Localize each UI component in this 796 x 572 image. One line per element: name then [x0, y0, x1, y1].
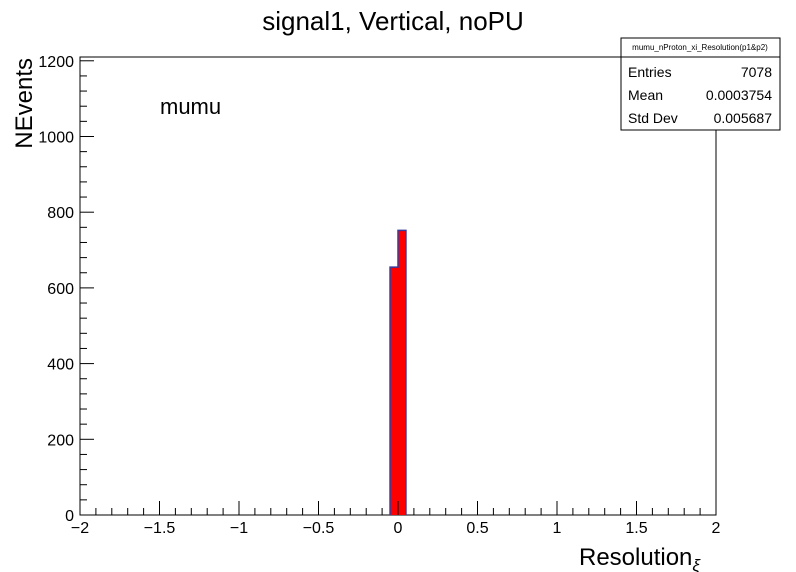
- x-tick-label: −2: [71, 520, 89, 537]
- x-tick-label: −1.5: [144, 520, 176, 537]
- x-tick-label: 2: [712, 520, 721, 537]
- x-tick-label: 0.5: [466, 520, 488, 537]
- y-tick-label: 400: [47, 357, 74, 374]
- y-tick-label: 800: [47, 205, 74, 222]
- stats-stddev-value: 0.005687: [714, 110, 773, 126]
- chart-title: signal1, Vertical, noPU: [262, 6, 524, 36]
- stats-title: mumu_nProton_xi_Resolution(p1&p2): [632, 43, 768, 52]
- x-tick-label: −0.5: [303, 520, 335, 537]
- x-axis-ticks: −2 −1.5 −1 −0.5 0 0.5 1 1.5 2: [71, 501, 721, 537]
- stats-mean-value: 0.0003754: [706, 87, 772, 103]
- x-tick-label: 1: [553, 520, 562, 537]
- y-axis-title: NEvents: [11, 58, 38, 149]
- y-axis-ticks: 0 200 400 600 800 1000 1200: [38, 54, 94, 525]
- stats-box-frame: [620, 37, 781, 131]
- y-tick-label: 600: [47, 281, 74, 298]
- histogram-outline: [389, 229, 407, 515]
- y-tick-label: 200: [47, 432, 74, 449]
- stats-box: mumu_nProton_xi_Resolution(p1&p2) Entrie…: [620, 37, 781, 131]
- x-tick-label: −1: [230, 520, 248, 537]
- stats-entries-value: 7078: [741, 64, 772, 80]
- annotation-label: mumu: [160, 94, 221, 119]
- histogram-bar-0: [390, 267, 398, 515]
- stats-stddev-label: Std Dev: [628, 110, 678, 126]
- stats-entries-label: Entries: [628, 64, 672, 80]
- histogram-bars: [389, 229, 407, 515]
- y-tick-label: 1000: [38, 129, 74, 146]
- stats-mean-label: Mean: [628, 87, 663, 103]
- x-tick-label: 1.5: [625, 520, 647, 537]
- x-tick-label: 0: [394, 520, 403, 537]
- x-axis-title-subscript: ξ: [692, 556, 701, 572]
- x-axis-title: Resolutionξ: [579, 544, 701, 572]
- histogram-bar-1: [398, 230, 406, 515]
- x-axis-title-main: Resolution: [579, 544, 692, 571]
- y-tick-label: 1200: [38, 54, 74, 71]
- y-tick-label: 0: [65, 508, 74, 525]
